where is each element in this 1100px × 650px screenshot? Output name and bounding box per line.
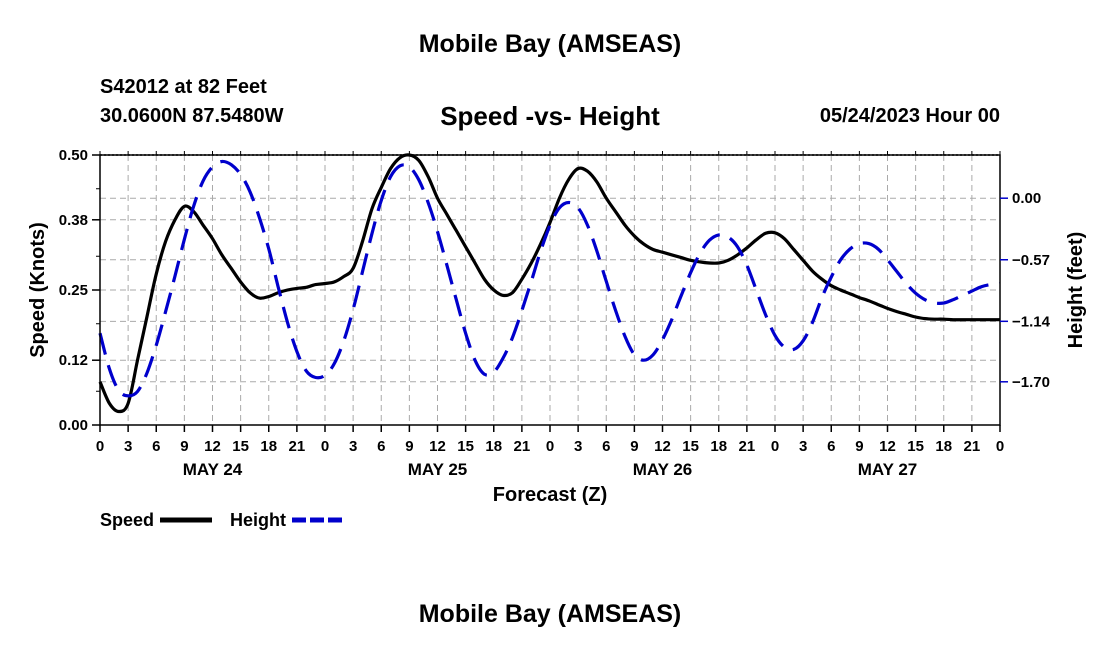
x-tick-label: 0 [96,438,104,455]
x-tick-label: 15 [457,438,474,455]
x-tick-label: 12 [879,438,896,455]
y-left-tick-label: 0.25 [59,282,88,299]
x-tick-label: 18 [260,438,277,455]
x-date-label: MAY 26 [633,460,693,479]
x-date-label: MAY 25 [408,460,468,479]
x-tick-label: 15 [232,438,249,455]
x-tick-label: 0 [771,438,779,455]
x-tick-label: 0 [546,438,554,455]
series-layer [98,153,1001,414]
y-right-tick-label: −0.57 [1012,252,1050,269]
x-tick-label: 15 [682,438,699,455]
x-tick-label: 12 [429,438,446,455]
x-tick-label: 9 [405,438,413,455]
x-tick-label: 21 [739,438,756,455]
chart-axes: 0 3 6 9 12 15 18 21 0 3 6 9 12 15 18 21 0 3 6 9 12 15 18 21 0 3 6 9… [59,147,1051,479]
x-date-label: MAY 24 [183,460,243,479]
x-tick-label: 6 [152,438,160,455]
x-tick-label: 21 [289,438,306,455]
chart-title: Mobile Bay (AMSEAS) [418,30,682,58]
x-tick-label: 15 [907,438,924,455]
x-tick-label: 0 [321,438,329,455]
x-tick-label: 21 [514,438,531,455]
x-tick-label: 0 [996,438,1004,455]
y-right-tick-label: 0.00 [1012,190,1041,207]
x-tick-label: 3 [349,438,357,455]
x-date-label: MAY 27 [858,460,918,479]
x-tick-label: 18 [710,438,727,455]
series-height-line [98,159,1001,398]
y-left-tick-label: 0.12 [59,352,88,369]
chart-legend: Speed Height [100,510,342,530]
x-tick-label: 9 [855,438,863,455]
x-tick-label: 3 [124,438,132,455]
series-speed-line [98,153,1000,414]
forecast-datetime: 05/24/2023 Hour 00 [819,105,1000,127]
x-tick-label: 6 [602,438,610,455]
x-tick-label: 12 [204,438,221,455]
x-tick-label: 21 [964,438,981,455]
x-tick-label: 6 [827,438,835,455]
x-tick-label: 18 [935,438,952,455]
chart-subtitle: Speed -vs- Height [440,101,660,131]
y-right-tick-label: −1.14 [1012,313,1051,330]
coordinates-label: 30.0600N 87.5480W [100,105,284,127]
x-tick-label: 3 [799,438,807,455]
x-tick-label: 3 [574,438,582,455]
x-tick-label: 12 [654,438,671,455]
footer-title: Mobile Bay (AMSEAS) [418,600,682,628]
y-axis-right-label: Height (feet) [1065,232,1087,349]
x-tick-label: 18 [485,438,502,455]
x-tick-label: 9 [630,438,638,455]
x-tick-label: 6 [377,438,385,455]
y-left-tick-label: 0.00 [59,417,88,434]
legend-height-label: Height [230,510,286,530]
x-tick-label: 9 [180,438,188,455]
chart-grid [100,155,1000,425]
x-axis-label: Forecast (Z) [493,484,607,506]
station-label: S42012 at 82 Feet [100,76,267,98]
y-right-tick-label: −1.70 [1012,374,1050,391]
legend-speed-label: Speed [100,510,154,530]
y-axis-left-label: Speed (Knots) [27,222,49,358]
y-left-tick-label: 0.50 [59,147,88,164]
y-left-tick-label: 0.38 [59,212,88,229]
